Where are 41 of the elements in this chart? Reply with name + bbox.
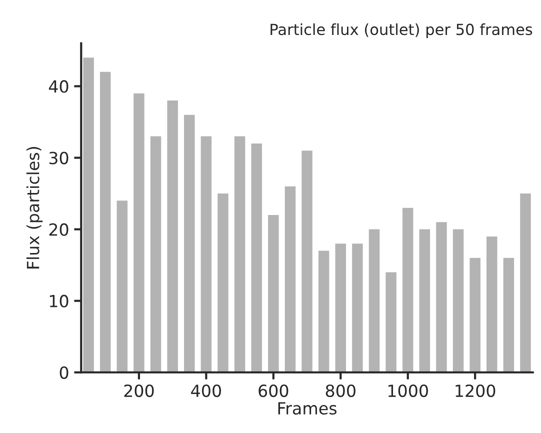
bar [134,93,144,372]
bar [452,229,464,372]
x-tick-label: 800 [326,384,356,398]
bar [100,72,111,372]
bar [234,136,246,372]
x-tick-label: 1200 [456,384,496,398]
bar [470,258,480,372]
bar [302,150,312,372]
x-tick-label: 200 [124,384,154,398]
bar [419,229,430,372]
y-axis-title: Flux (particles) [26,147,43,268]
bar [150,136,162,372]
x-tick-label: 600 [258,384,288,398]
x-axis-title: Frames [278,402,337,415]
bar [486,236,498,372]
bar [503,258,514,372]
y-tick-label: 10 [50,294,68,308]
bar [436,222,447,372]
bar [218,194,228,372]
bar [83,58,94,372]
x-tick-label: 400 [191,384,221,398]
chart-title: Particle flux (outlet) per 50 frames [270,23,532,38]
y-tick-label: 40 [48,80,68,93]
bar [386,272,396,372]
bar [116,200,128,372]
bar [318,250,330,372]
bar [167,100,178,372]
bar [200,136,212,372]
bar [268,214,279,372]
bar [184,114,195,372]
y-tick-label: 0 [60,366,68,379]
bar [284,186,296,372]
bar [402,208,414,372]
bar [335,244,346,372]
bar [520,194,531,372]
bar [352,244,363,372]
bar [368,229,380,372]
x-tick-label: 1000 [388,384,428,398]
y-tick-label: 30 [49,152,68,164]
y-tick-label: 20 [49,223,68,236]
bar [251,143,262,372]
